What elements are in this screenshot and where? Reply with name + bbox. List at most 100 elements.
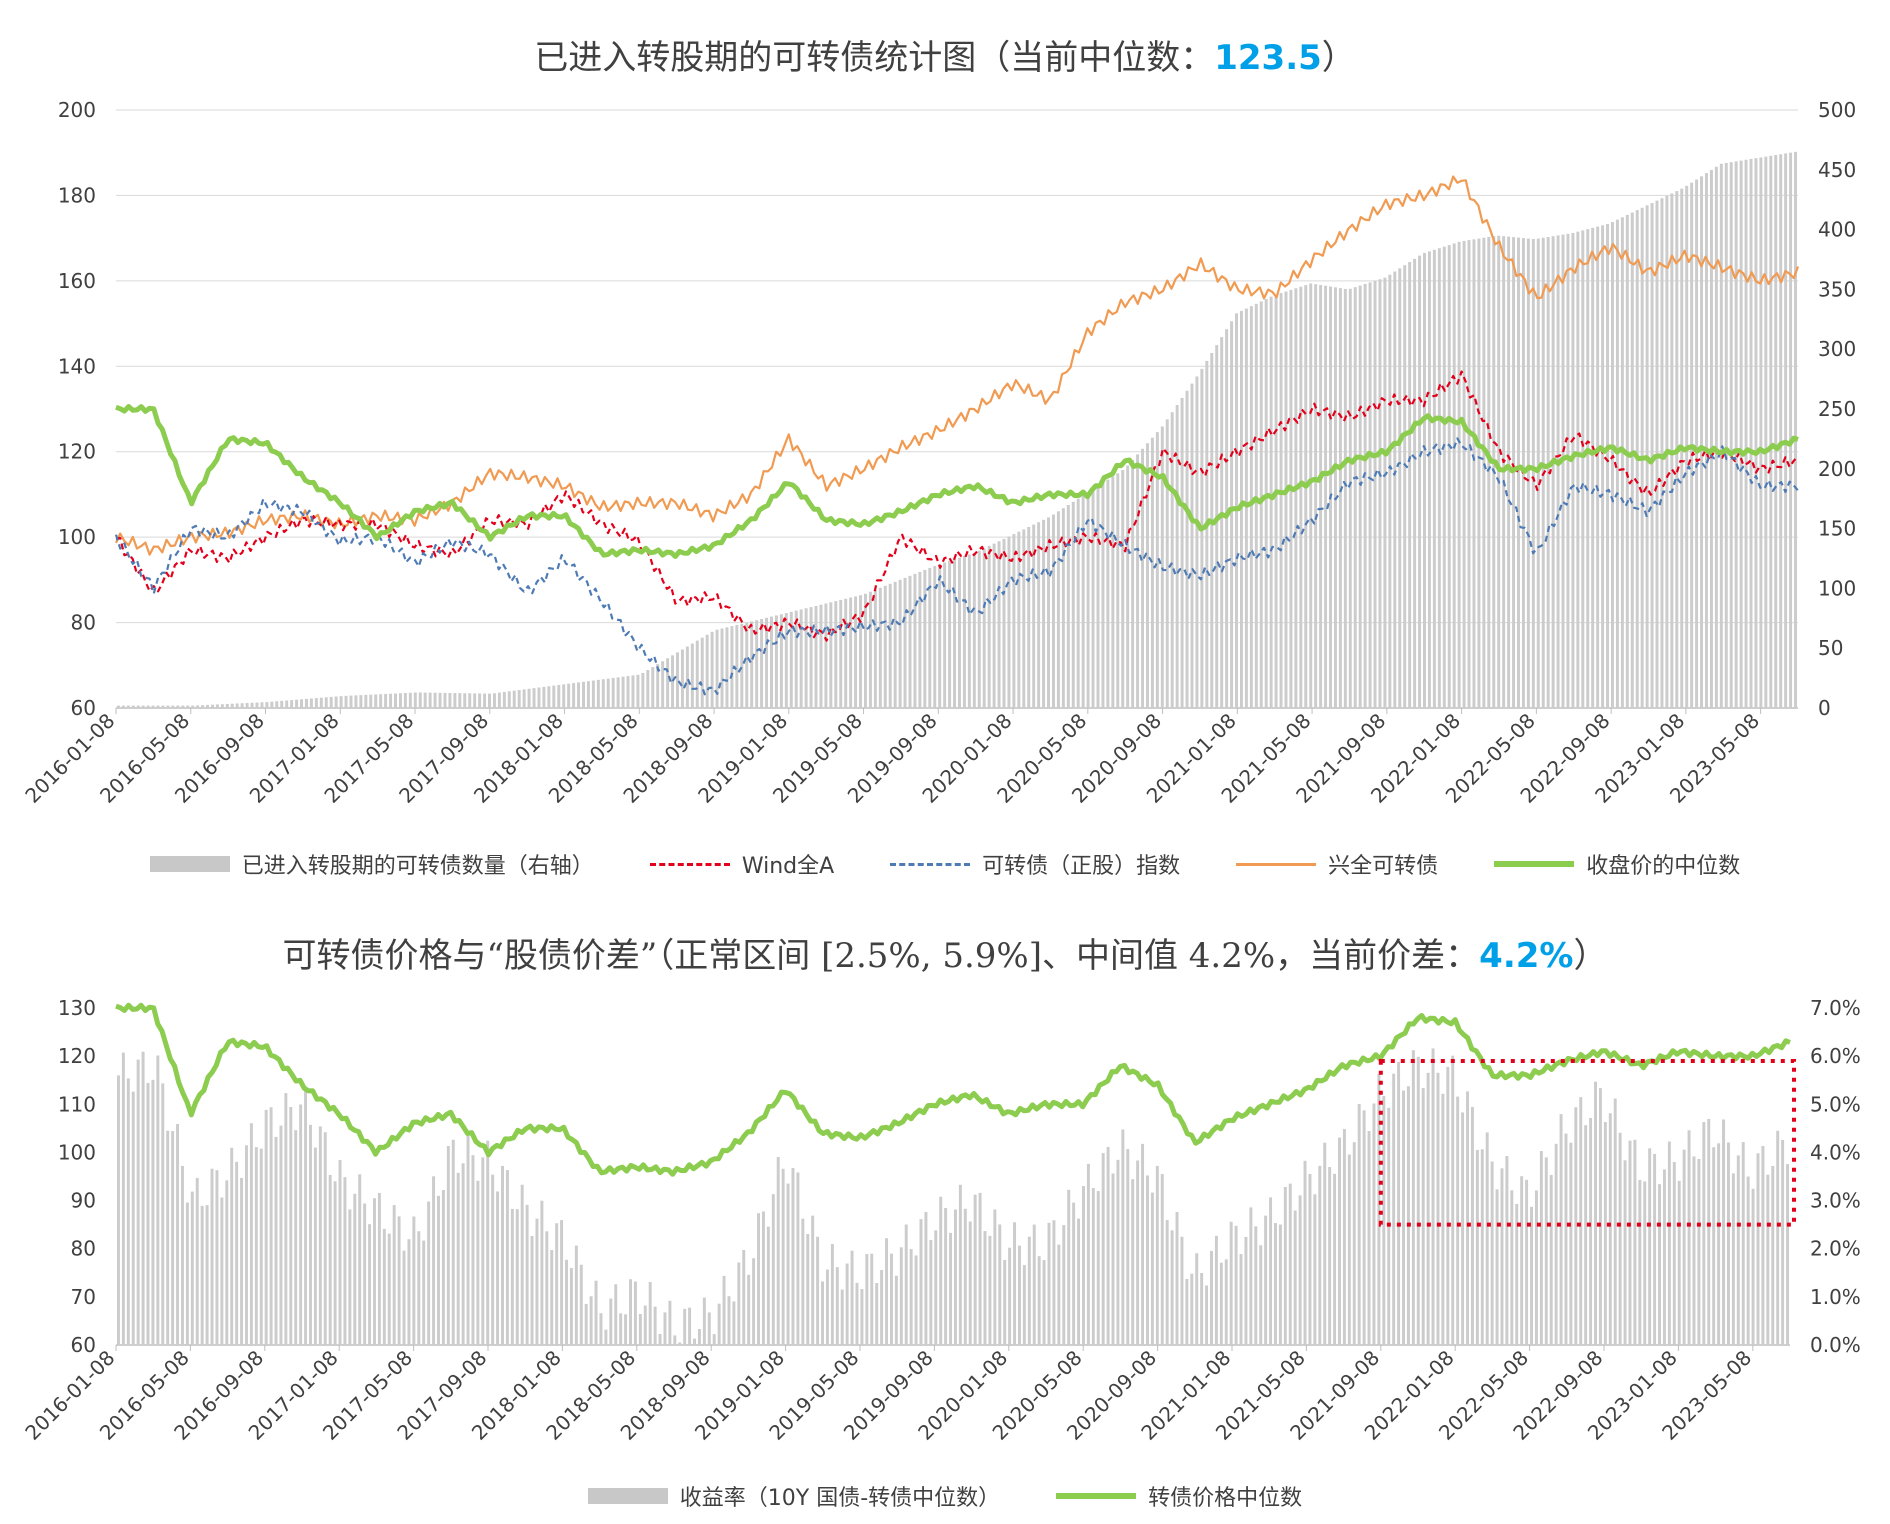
bar — [656, 664, 660, 708]
bar — [1160, 1174, 1164, 1345]
bar — [1421, 1088, 1425, 1345]
bar — [225, 1180, 229, 1345]
legend-item-cb-index: 可转债（正股）指数 — [890, 848, 1180, 880]
bar — [599, 1313, 603, 1345]
bar — [1047, 517, 1051, 708]
bar — [1507, 236, 1511, 708]
bar — [789, 611, 793, 708]
bar — [715, 629, 719, 708]
bar — [1274, 294, 1278, 708]
bar — [1451, 1055, 1455, 1345]
bar — [1150, 1192, 1154, 1345]
bar — [1695, 179, 1699, 708]
bar — [1490, 1161, 1494, 1345]
bar — [384, 693, 388, 708]
bar — [1160, 426, 1164, 708]
bar — [1175, 405, 1179, 708]
current-median-value: 123.5 — [1214, 38, 1322, 78]
bar — [535, 1218, 539, 1345]
bar — [441, 1190, 445, 1345]
bar — [1091, 1188, 1095, 1345]
bar — [156, 1055, 160, 1345]
bar — [1131, 1179, 1135, 1345]
bar — [1066, 504, 1070, 708]
bar — [328, 1175, 332, 1345]
bar — [666, 658, 670, 708]
bar — [1779, 154, 1783, 709]
bar — [577, 682, 581, 708]
bar — [750, 621, 754, 708]
bar — [978, 1192, 982, 1345]
bar — [121, 705, 125, 708]
bar — [1618, 1132, 1622, 1345]
bar — [1323, 1142, 1327, 1345]
bar — [1017, 1245, 1021, 1345]
bar — [1638, 1179, 1642, 1345]
bar — [220, 1197, 224, 1345]
bar — [318, 1126, 322, 1345]
bar — [304, 1086, 308, 1345]
bar — [1131, 459, 1135, 708]
bar — [1116, 1159, 1120, 1345]
bar — [939, 1196, 943, 1345]
bar — [373, 1198, 376, 1345]
bar — [304, 698, 308, 708]
bar — [1052, 1220, 1056, 1345]
bar — [850, 1250, 854, 1345]
bar — [1517, 237, 1520, 709]
y-tick-label-right: 3.0% — [1810, 1189, 1861, 1213]
bar — [1764, 156, 1768, 709]
bar — [1536, 238, 1540, 708]
bar — [1328, 1167, 1332, 1345]
y-tick-label-right: 5.0% — [1810, 1092, 1861, 1116]
y-tick-label-left: 100 — [58, 1140, 96, 1164]
bar — [663, 1312, 667, 1345]
bar — [880, 1270, 884, 1345]
bar — [732, 1301, 736, 1345]
bar — [260, 702, 264, 708]
bar — [417, 1231, 421, 1345]
bar — [392, 1205, 396, 1345]
bar — [1751, 1188, 1755, 1345]
bar — [181, 705, 185, 708]
bar — [1294, 288, 1298, 708]
bar — [1155, 1165, 1159, 1345]
bar — [1761, 1146, 1765, 1345]
bar — [854, 596, 858, 708]
bar — [1717, 1143, 1721, 1345]
bar — [766, 1226, 770, 1345]
bar — [433, 692, 437, 708]
bar — [722, 1275, 726, 1345]
bar — [1383, 277, 1387, 708]
bar — [638, 1314, 642, 1345]
bar — [646, 670, 650, 708]
bar — [752, 1258, 756, 1345]
y-tick-label-left: 60 — [71, 696, 96, 720]
bar — [584, 1303, 588, 1345]
bar — [1229, 1221, 1233, 1345]
bar — [591, 680, 595, 708]
bar — [919, 1219, 923, 1345]
bar — [1106, 1146, 1110, 1345]
bar — [486, 1140, 490, 1345]
bar — [1008, 1247, 1012, 1345]
bar — [1047, 1222, 1051, 1345]
bar — [156, 705, 160, 708]
bar — [121, 1052, 125, 1345]
bar — [1596, 226, 1600, 708]
bar — [611, 677, 615, 708]
bar — [364, 694, 368, 708]
y-tick-label-left: 80 — [71, 611, 96, 635]
bar — [1234, 1225, 1238, 1345]
bar — [1658, 1184, 1662, 1345]
bar — [1205, 360, 1209, 708]
bar — [1576, 231, 1580, 709]
bar — [582, 681, 585, 708]
legend-item-price-median: 转债价格中位数 — [1056, 1480, 1302, 1512]
bar — [845, 1263, 849, 1345]
bar — [1141, 448, 1144, 708]
bar — [1027, 526, 1031, 708]
bar — [496, 1191, 500, 1345]
bar — [653, 1306, 657, 1345]
bar — [567, 683, 571, 708]
